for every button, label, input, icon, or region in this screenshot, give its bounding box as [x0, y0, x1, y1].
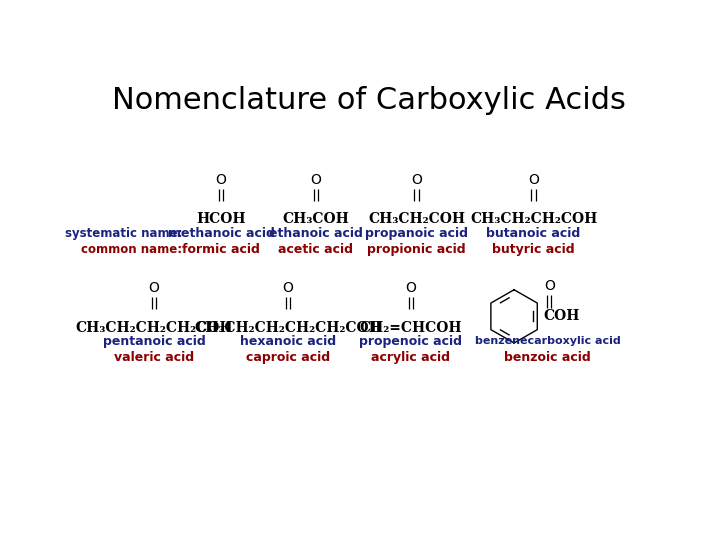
Text: caproic acid: caproic acid	[246, 352, 330, 365]
Text: O: O	[283, 281, 294, 295]
Text: CH₃CH₂CH₂CH₂CH₂COH: CH₃CH₂CH₂CH₂CH₂COH	[194, 321, 382, 334]
Text: benzoic acid: benzoic acid	[504, 352, 591, 365]
Text: methanoic acid: methanoic acid	[168, 227, 274, 240]
Text: HCOH: HCOH	[197, 212, 246, 226]
Text: O: O	[405, 281, 416, 295]
Text: CH₃CH₂COH: CH₃CH₂COH	[368, 212, 465, 226]
Text: O: O	[149, 281, 160, 295]
Text: O: O	[544, 279, 554, 293]
Text: Nomenclature of Carboxylic Acids: Nomenclature of Carboxylic Acids	[112, 85, 626, 114]
Text: propionic acid: propionic acid	[367, 244, 466, 256]
Text: acetic acid: acetic acid	[279, 244, 354, 256]
Text: CH₃CH₂CH₂CH₂COH: CH₃CH₂CH₂CH₂COH	[76, 321, 233, 334]
Text: propanoic acid: propanoic acid	[365, 227, 468, 240]
Text: pentanoic acid: pentanoic acid	[103, 335, 205, 348]
Text: acrylic acid: acrylic acid	[372, 352, 450, 365]
Text: systematic name:: systematic name:	[65, 227, 182, 240]
Text: CH₃CH₂CH₂COH: CH₃CH₂CH₂COH	[470, 212, 597, 226]
Text: hexanoic acid: hexanoic acid	[240, 335, 336, 348]
Text: propenoic acid: propenoic acid	[359, 335, 462, 348]
Text: O: O	[310, 173, 321, 187]
Text: butanoic acid: butanoic acid	[487, 227, 581, 240]
Text: O: O	[528, 173, 539, 187]
Text: valeric acid: valeric acid	[114, 352, 194, 365]
Text: common name:: common name:	[81, 244, 182, 256]
Text: formic acid: formic acid	[182, 244, 260, 256]
Text: ethanoic acid: ethanoic acid	[269, 227, 363, 240]
Text: CH₃COH: CH₃COH	[283, 212, 349, 226]
Text: O: O	[411, 173, 422, 187]
Text: COH: COH	[544, 309, 580, 323]
Text: O: O	[216, 173, 227, 187]
Text: CH₂=CHCOH: CH₂=CHCOH	[359, 321, 462, 334]
Text: benzenecarboxylic acid: benzenecarboxylic acid	[474, 336, 621, 346]
Text: butyric acid: butyric acid	[492, 244, 575, 256]
